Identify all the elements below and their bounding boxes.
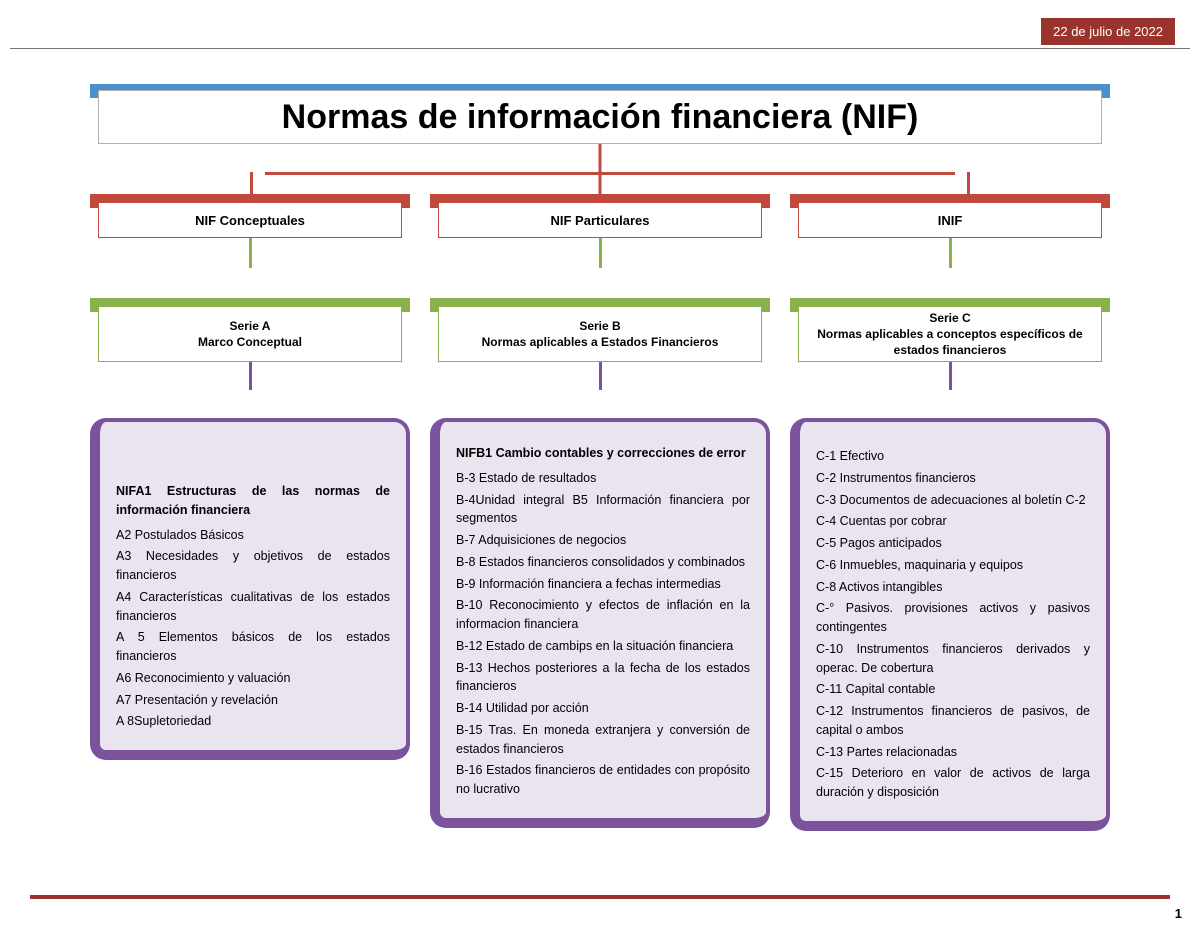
- detail-item: C-2 Instrumentos financieros: [816, 469, 1090, 488]
- detail-header: NIFA1 Estructuras de las normas de infor…: [116, 482, 390, 520]
- org-chart: Normas de información financiera (NIF) N…: [90, 84, 1110, 831]
- connector-serie-c: [949, 238, 952, 268]
- detail-item: B-10 Reconocimiento y efectos de inflaci…: [456, 596, 750, 634]
- date-tag: 22 de julio de 2022: [1041, 18, 1175, 45]
- detail-item: C-13 Partes relacionadas: [816, 743, 1090, 762]
- detail-item: A 8Supletoriedad: [116, 712, 390, 731]
- serie-box-a: Serie A Marco Conceptual: [90, 298, 410, 362]
- detail-panel-b: NIFB1 Cambio contables y correcciones de…: [430, 418, 770, 828]
- detail-item: A4 Características cualitativas de los e…: [116, 588, 390, 626]
- connector-detail-a: [249, 362, 252, 390]
- serie-sub: Normas aplicables a conceptos específico…: [809, 326, 1091, 358]
- detail-item: C-3 Documentos de adecuaciones al boletí…: [816, 491, 1090, 510]
- detail-item: C-8 Activos intangibles: [816, 578, 1090, 597]
- connector-serie-a: [249, 238, 252, 268]
- detail-item: C-15 Deterioro en valor de activos de la…: [816, 764, 1090, 802]
- connector-drop-2: [599, 172, 602, 194]
- serie-title: Serie C: [929, 310, 970, 326]
- serie-sub: Marco Conceptual: [198, 334, 302, 350]
- title-block: Normas de información financiera (NIF): [90, 84, 1110, 144]
- serie-sub: Normas aplicables a Estados Financieros: [482, 334, 719, 350]
- detail-item: A3 Necesidades y objetivos de estados fi…: [116, 547, 390, 585]
- detail-item: C-10 Instrumentos financieros derivados …: [816, 640, 1090, 678]
- detail-item: B-9 Información financiera a fechas inte…: [456, 575, 750, 594]
- detail-item: A6 Reconocimiento y valuación: [116, 669, 390, 688]
- detail-item: B-13 Hechos posteriores a la fecha de lo…: [456, 659, 750, 697]
- connector-trunk: [599, 144, 602, 172]
- serie-box-b: Serie B Normas aplicables a Estados Fina…: [430, 298, 770, 362]
- detail-item: B-8 Estados financieros consolidados y c…: [456, 553, 750, 572]
- columns: NIF Conceptuales Serie A Marco Conceptua…: [90, 194, 1110, 831]
- serie-title: Serie A: [230, 318, 271, 334]
- detail-item: B-12 Estado de cambips en la situación f…: [456, 637, 750, 656]
- connector-detail-b: [599, 362, 602, 390]
- detail-item: B-14 Utilidad por acción: [456, 699, 750, 718]
- detail-item: B-3 Estado de resultados: [456, 469, 750, 488]
- serie-label: Serie B Normas aplicables a Estados Fina…: [438, 306, 762, 362]
- column-b: NIF Particulares Serie B Normas aplicabl…: [430, 194, 770, 831]
- category-label: INIF: [798, 202, 1102, 238]
- detail-items: B-3 Estado de resultados B-4Unidad integr…: [456, 469, 750, 799]
- connector-horizontal: [265, 172, 955, 175]
- connector-drop-3: [967, 172, 970, 194]
- detail-item: C-5 Pagos anticipados: [816, 534, 1090, 553]
- serie-label: Serie A Marco Conceptual: [98, 306, 402, 362]
- connector-serie-b: [599, 238, 602, 268]
- detail-item: B-16 Estados financieros de entidades co…: [456, 761, 750, 799]
- detail-item: B-7 Adquisiciones de negocios: [456, 531, 750, 550]
- detail-panel-c: C-1 Efectivo C-2 Instrumentos financieros…: [790, 418, 1110, 831]
- detail-item: C-6 Inmuebles, maquinaria y equipos: [816, 556, 1090, 575]
- column-c: INIF Serie C Normas aplicables a concept…: [790, 194, 1110, 831]
- category-box-c: INIF: [790, 194, 1110, 238]
- detail-item: C-4 Cuentas por cobrar: [816, 512, 1090, 531]
- detail-item: C-1 Efectivo: [816, 447, 1090, 466]
- category-label: NIF Conceptuales: [98, 202, 402, 238]
- connector-detail-c: [949, 362, 952, 390]
- category-label: NIF Particulares: [438, 202, 762, 238]
- connector-drop-1: [250, 172, 253, 194]
- detail-item: A 5 Elementos básicos de los estados fin…: [116, 628, 390, 666]
- detail-item: C-° Pasivos. provisiones activos y pasiv…: [816, 599, 1090, 637]
- serie-title: Serie B: [579, 318, 620, 334]
- serie-label: Serie C Normas aplicables a conceptos es…: [798, 306, 1102, 362]
- detail-item: C-12 Instrumentos financieros de pasivos…: [816, 702, 1090, 740]
- serie-box-c: Serie C Normas aplicables a conceptos es…: [790, 298, 1110, 362]
- category-box-a: NIF Conceptuales: [90, 194, 410, 238]
- detail-item: B-4Unidad integral B5 Información financ…: [456, 491, 750, 529]
- detail-item: A7 Presentación y revelación: [116, 691, 390, 710]
- detail-items: A2 Postulados Básicos A3 Necesidades y ob…: [116, 526, 390, 732]
- page-number: 1: [1175, 906, 1182, 921]
- bottom-rule: [30, 895, 1170, 899]
- detail-item: C-11 Capital contable: [816, 680, 1090, 699]
- detail-items: C-1 Efectivo C-2 Instrumentos financieros…: [816, 447, 1090, 802]
- column-a: NIF Conceptuales Serie A Marco Conceptua…: [90, 194, 410, 831]
- detail-item: B-15 Tras. En moneda extranjera y conver…: [456, 721, 750, 759]
- detail-item: A2 Postulados Básicos: [116, 526, 390, 545]
- top-rule: [10, 48, 1190, 49]
- detail-panel-a: NIFA1 Estructuras de las normas de infor…: [90, 418, 410, 760]
- main-title: Normas de información financiera (NIF): [98, 90, 1102, 144]
- detail-header: NIFB1 Cambio contables y correcciones de…: [456, 444, 750, 463]
- category-box-b: NIF Particulares: [430, 194, 770, 238]
